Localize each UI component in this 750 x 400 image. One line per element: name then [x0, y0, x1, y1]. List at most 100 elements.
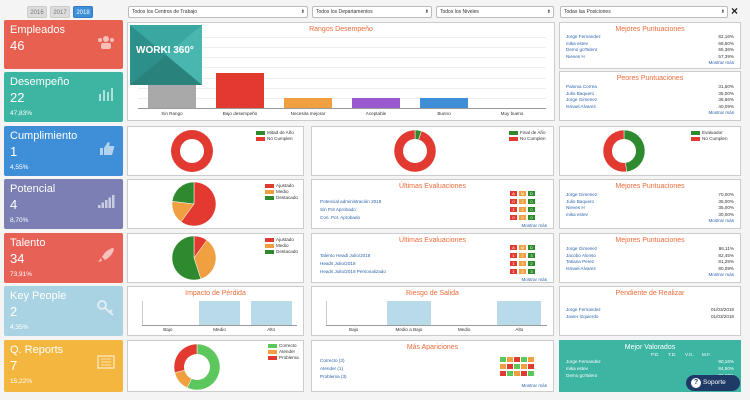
person-name[interactable]: Nieves H	[566, 53, 585, 59]
legend-swatch	[509, 137, 518, 141]
person-name[interactable]: Paloma Correa	[566, 84, 597, 89]
tile-talento[interactable]: Talento 34 73,91%	[4, 233, 123, 283]
show-more-link[interactable]: Mostrar más	[521, 277, 547, 282]
evaluation-link[interactable]: Sin Pot Aprobado	[320, 207, 356, 212]
status-square	[500, 357, 506, 362]
show-more-link[interactable]: Mostrar más	[708, 218, 734, 223]
donut-hole	[184, 354, 210, 380]
slice-0[interactable]	[180, 181, 217, 227]
show-more-link[interactable]: Mostrar más	[521, 383, 547, 388]
badge-count: 0	[510, 215, 517, 220]
bar-1[interactable]	[198, 301, 241, 325]
evaluation-link[interactable]: Heads Julio/2018	[320, 261, 356, 266]
person-name[interactable]: Javier Izquierdo	[566, 314, 599, 319]
person-name[interactable]: Demo goTalent	[566, 47, 597, 52]
tile-value: 2	[10, 304, 18, 319]
person-name[interactable]: Jorge Gimenez	[566, 192, 598, 197]
close-icon[interactable]: ×	[731, 4, 739, 18]
filter-select-3[interactable]: Todas las Posiciones ⬍	[560, 6, 728, 18]
tile-desempe-o[interactable]: Desempeño 22 47,83%	[4, 72, 123, 122]
card-title: Peores Puntuaciones	[616, 75, 684, 82]
filter-select-2[interactable]: Todos los Niveles ⬍	[436, 6, 554, 18]
gridline	[138, 57, 546, 59]
person-name[interactable]: mika estev	[566, 211, 588, 217]
gridline	[138, 67, 546, 69]
slice-2[interactable]	[171, 235, 202, 281]
person-name[interactable]: Jorge Fernandez	[566, 359, 601, 364]
impacto-card: Impacto de Pérdida Bajo Medio Alto	[127, 286, 304, 336]
evaluation-link[interactable]: Talento Headi Julio/2018	[320, 253, 371, 258]
tile-q-reports[interactable]: Q. Reports 7 15,22%	[4, 340, 123, 392]
status-square	[528, 371, 534, 376]
person-name[interactable]: Ismael Alvarez	[566, 103, 596, 109]
bar-2[interactable]	[284, 97, 332, 108]
tile-value: 22	[10, 90, 25, 105]
legend-swatch	[268, 356, 277, 360]
person-name[interactable]: Julio Baquero	[566, 198, 595, 204]
column-header: T.D.	[668, 352, 677, 357]
person-name[interactable]: Tatiana Perez	[566, 259, 595, 264]
show-more-link[interactable]: Mostrar más	[708, 110, 734, 115]
year-button-2018[interactable]: 2018	[73, 6, 93, 18]
evaluation-link[interactable]: Con. Pot. Aprobado	[320, 215, 361, 220]
tile-potencial[interactable]: Potencial 4 8,70%	[4, 179, 123, 229]
bar-2[interactable]	[250, 301, 292, 325]
person-name[interactable]: mika estev	[566, 366, 588, 371]
tile-empleados[interactable]: Empleados 46	[4, 20, 123, 69]
show-more-link[interactable]: Mostrar más	[521, 223, 547, 228]
card-title: Mejores Puntuaciones	[615, 26, 685, 33]
slice-2[interactable]	[171, 181, 195, 205]
dropdown-arrow-icon: ⬍	[300, 9, 305, 15]
slice-1[interactable]	[193, 239, 217, 280]
evaluation-link[interactable]: Potencial administración 2018	[320, 199, 382, 204]
tile-title: Cumplimiento	[10, 130, 78, 142]
person-name[interactable]: Jacobo Alonso	[566, 252, 596, 258]
bar-3[interactable]	[497, 301, 542, 325]
bar-1[interactable]	[386, 301, 431, 325]
person-name[interactable]: Demo goTalent	[566, 373, 597, 378]
donut-hole	[403, 139, 427, 163]
legend-swatch	[691, 137, 700, 141]
person-name[interactable]: mika estev	[566, 40, 588, 46]
status-square	[514, 364, 520, 369]
tile-title: Desempeño	[10, 76, 70, 88]
year-button-2016[interactable]: 2016	[27, 6, 47, 18]
x-axis	[138, 108, 546, 109]
evaluation-link[interactable]: Heads Julio/2018 Personalizado	[320, 269, 386, 274]
status-square	[507, 364, 513, 369]
person-name[interactable]: Jorge Gimenez	[566, 97, 598, 102]
tile-percent: 47,83%	[10, 110, 33, 117]
legend-swatch	[691, 131, 700, 135]
filter-value: Todos los Niveles	[440, 9, 479, 15]
person-name[interactable]: Jorge Gimenez	[566, 246, 598, 251]
soporte-button[interactable]: ? Soporte	[686, 375, 740, 391]
person-name[interactable]: Julio Baquero	[566, 90, 595, 96]
bar-4[interactable]	[420, 97, 468, 108]
tile-key-people[interactable]: Key People 2 4,35%	[4, 286, 123, 336]
year-button-2017[interactable]: 2017	[50, 6, 70, 18]
person-name[interactable]: Jorge Fernandez	[566, 34, 601, 39]
status-link[interactable]: Correcto (3)	[320, 358, 345, 363]
filter-select-0[interactable]: Todos los Centros de Trabajo ⬍	[128, 6, 308, 18]
x-tick-label: Bajo	[349, 327, 359, 332]
person-name[interactable]: Nieves H	[566, 205, 585, 210]
filter-value: Todos los Centros de Trabajo	[132, 9, 198, 15]
x-tick-label: Necesita mejorar	[290, 111, 326, 116]
person-name[interactable]: Ismael Alvarez	[566, 265, 596, 271]
tile-value: 4	[10, 197, 18, 212]
x-tick-label: Bajo desempeño	[222, 111, 258, 116]
show-more-link[interactable]: Mostrar más	[708, 272, 734, 277]
talento-pie-card: Ajustado Medio Destacado	[127, 233, 304, 283]
bar-1[interactable]	[216, 72, 264, 108]
badge-header: M	[519, 191, 526, 196]
status-link[interactable]: Problema (3)	[320, 374, 347, 379]
filter-select-1[interactable]: Todos los Departamentos ⬍	[312, 6, 432, 18]
legend-swatch	[265, 250, 274, 254]
person-score: 40,09%	[718, 103, 734, 109]
person-name[interactable]: Jorge Fernandez	[566, 307, 601, 312]
tile-cumplimiento[interactable]: Cumplimiento 1 4,55%	[4, 126, 123, 176]
show-more-link[interactable]: Mostrar más	[708, 60, 734, 65]
status-link[interactable]: Atender (1)	[320, 366, 343, 371]
bar-3[interactable]	[352, 97, 400, 108]
dropdown-arrow-icon: ⬍	[720, 9, 725, 15]
